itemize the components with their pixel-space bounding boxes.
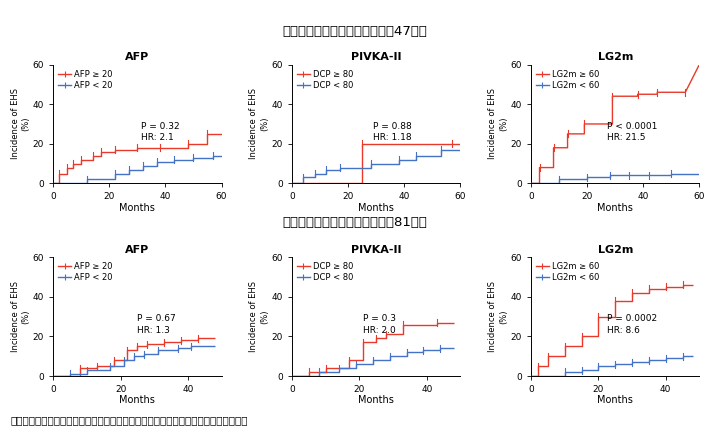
Text: 治療として外科切除、もしくはラジオ波焼灸療法を受けた肝がん患者で治療前に測定: 治療として外科切除、もしくはラジオ波焼灸療法を受けた肝がん患者で治療前に測定 <box>11 416 248 425</box>
Title: AFP: AFP <box>125 53 150 62</box>
Text: コホート１（単施設後ろ向き、47例）: コホート１（単施設後ろ向き、47例） <box>283 24 427 38</box>
Text: コホート２（単施設後ろ向き、81例）: コホート２（単施設後ろ向き、81例） <box>283 216 427 229</box>
X-axis label: Months: Months <box>119 203 155 213</box>
X-axis label: Months: Months <box>119 396 155 405</box>
Legend: DCP ≥ 80, DCP < 80: DCP ≥ 80, DCP < 80 <box>296 69 354 90</box>
Text: P < 0.0001
HR: 21.5: P < 0.0001 HR: 21.5 <box>607 121 657 142</box>
Y-axis label: Incidence of EHS
(%): Incidence of EHS (%) <box>249 89 269 159</box>
Text: P = 0.3
HR: 2.0: P = 0.3 HR: 2.0 <box>363 314 396 335</box>
Y-axis label: Incidence of EHS
(%): Incidence of EHS (%) <box>11 281 30 352</box>
X-axis label: Months: Months <box>359 203 394 213</box>
X-axis label: Months: Months <box>597 396 633 405</box>
Y-axis label: Incidence of EHS
(%): Incidence of EHS (%) <box>11 89 30 159</box>
Y-axis label: Incidence of EHS
(%): Incidence of EHS (%) <box>488 281 508 352</box>
Legend: AFP ≥ 20, AFP < 20: AFP ≥ 20, AFP < 20 <box>58 69 114 90</box>
Legend: AFP ≥ 20, AFP < 20: AFP ≥ 20, AFP < 20 <box>58 261 114 283</box>
Text: P = 0.88
HR: 1.18: P = 0.88 HR: 1.18 <box>373 121 412 142</box>
Title: LG2m: LG2m <box>598 245 633 255</box>
Title: AFP: AFP <box>125 245 150 255</box>
Text: P = 0.32
HR: 2.1: P = 0.32 HR: 2.1 <box>141 121 180 142</box>
X-axis label: Months: Months <box>597 203 633 213</box>
Text: P = 0.67
HR: 1.3: P = 0.67 HR: 1.3 <box>137 314 176 335</box>
Y-axis label: Incidence of EHS
(%): Incidence of EHS (%) <box>488 89 508 159</box>
Title: PIVKA-II: PIVKA-II <box>351 245 402 255</box>
Legend: DCP ≥ 80, DCP < 80: DCP ≥ 80, DCP < 80 <box>296 261 354 283</box>
X-axis label: Months: Months <box>359 396 394 405</box>
Y-axis label: Incidence of EHS
(%): Incidence of EHS (%) <box>249 281 269 352</box>
Title: LG2m: LG2m <box>598 53 633 62</box>
Text: P = 0.0002
HR: 8.6: P = 0.0002 HR: 8.6 <box>607 314 657 335</box>
Legend: LG2m ≥ 60, LG2m < 60: LG2m ≥ 60, LG2m < 60 <box>535 69 600 90</box>
Legend: LG2m ≥ 60, LG2m < 60: LG2m ≥ 60, LG2m < 60 <box>535 261 600 283</box>
Title: PIVKA-II: PIVKA-II <box>351 53 402 62</box>
